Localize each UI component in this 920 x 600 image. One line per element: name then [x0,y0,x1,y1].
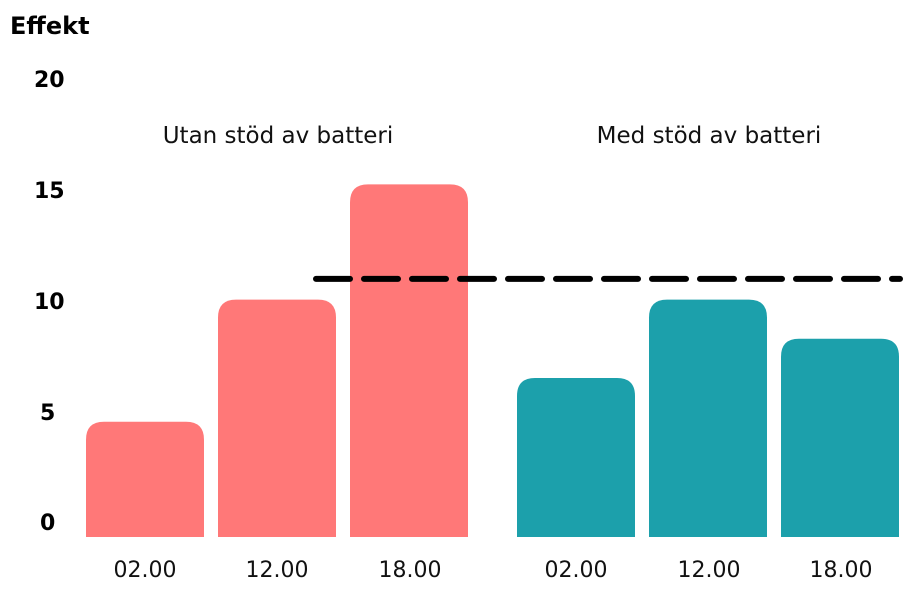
bar-with-battery-0 [517,377,635,537]
group-label-with-battery: Med stöd av batteri [597,123,822,149]
bar-group [86,184,899,537]
bar-without-battery-1 [218,299,336,537]
y-tick-label: 20 [34,68,65,93]
x-tick-label: 18.00 [379,558,442,583]
x-tick-label: 12.00 [246,558,309,583]
bar-without-battery-2 [350,184,468,537]
y-axis-label: Effekt [10,12,90,40]
y-tick-label: 10 [34,290,65,315]
bar-with-battery-1 [649,299,767,537]
y-tick-label: 15 [34,179,65,204]
bar-without-battery-0 [86,421,204,537]
x-tick-label: 02.00 [114,558,177,583]
bar-with-battery-2 [781,338,899,537]
group-label-without-battery: Utan stöd av batteri [163,123,394,149]
x-tick-label: 02.00 [545,558,608,583]
x-tick-label: 12.00 [678,558,741,583]
x-tick-label: 18.00 [810,558,873,583]
y-tick-label: 5 [40,401,55,426]
y-tick-label: 0 [40,511,55,536]
